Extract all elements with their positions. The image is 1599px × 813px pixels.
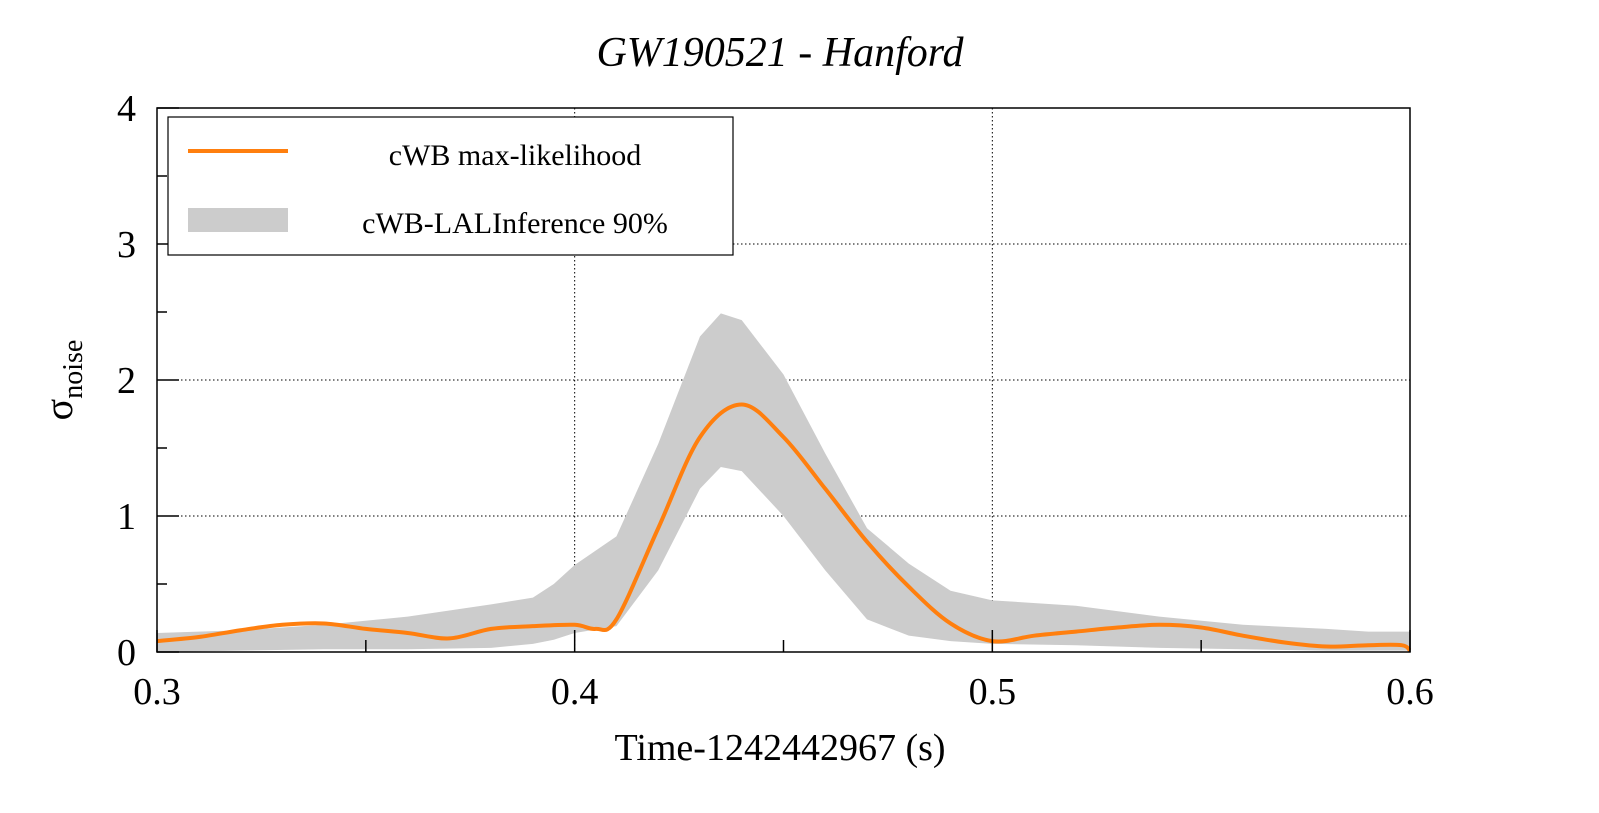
y-tick-labels: 0 1 2 3 4: [117, 88, 136, 674]
legend-band-swatch: [188, 208, 288, 232]
y-tick-label: 3: [117, 224, 136, 266]
y-axis-label-sub: noise: [58, 340, 89, 399]
legend-label-band: cWB-LALInference 90%: [362, 207, 668, 240]
x-tick-label: 0.5: [969, 671, 1017, 713]
axes: [156, 107, 1411, 653]
x-tick-labels: 0.3 0.4 0.5 0.6: [133, 671, 1434, 713]
svg-text:σnoise: σnoise: [36, 340, 89, 421]
y-tick-label: 0: [117, 632, 136, 674]
chart-title: GW190521 - Hanford: [596, 30, 964, 76]
confidence-band-layer: [157, 313, 1410, 652]
y-tick-label: 1: [117, 496, 136, 538]
max-likelihood-line-layer: [156, 402, 1412, 653]
legend-label-max-likelihood: cWB max-likelihood: [389, 139, 641, 172]
x-tick-label: 0.3: [133, 671, 181, 713]
grid: [157, 108, 1410, 652]
x-tick-label: 0.6: [1386, 671, 1434, 713]
confidence-band-90: [157, 313, 1410, 652]
y-axis-label: σnoise: [36, 340, 89, 421]
max-likelihood-line: [156, 402, 1412, 653]
y-tick-label: 2: [117, 360, 136, 402]
y-tick-label: 4: [117, 88, 136, 130]
x-tick-label: 0.4: [551, 671, 599, 713]
legend: cWB max-likelihood cWB-LALInference 90%: [167, 116, 734, 256]
x-axis-label: Time-1242442967 (s): [614, 727, 945, 769]
y-axis-label-main: σ: [36, 399, 81, 421]
